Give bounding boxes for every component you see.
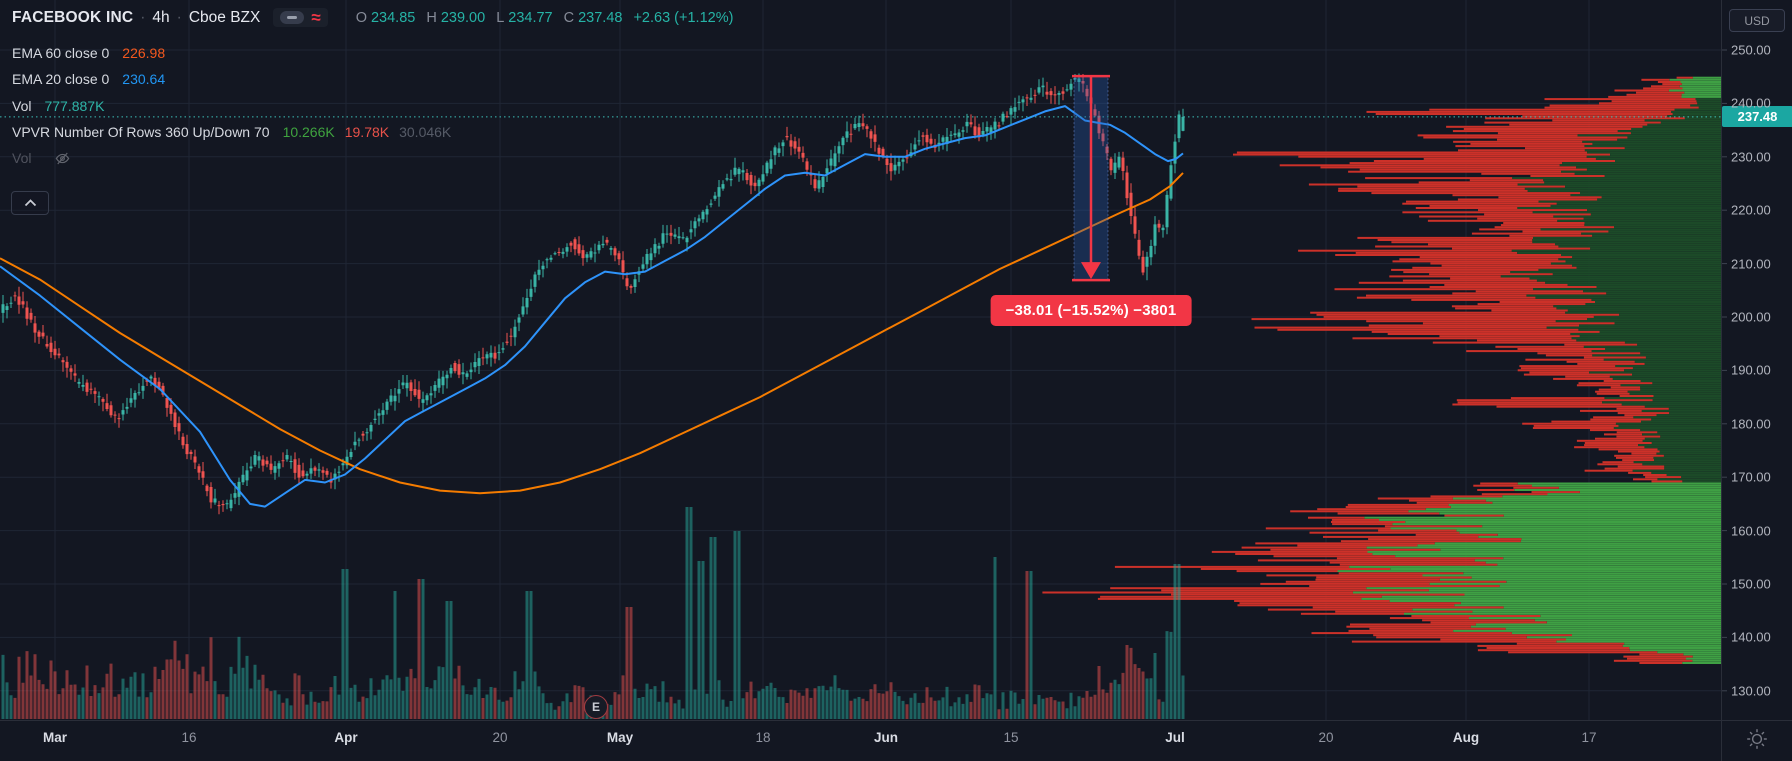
ohlc-readout: O 234.85 H 239.00 L 234.77 C 237.48 +2.6… — [349, 10, 734, 26]
measure-tool — [1072, 74, 1110, 282]
change-value: +2.63 (+1.12%) — [633, 9, 734, 26]
price-tick-label: 170.00 — [1731, 469, 1771, 485]
time-tick-label: Apr — [334, 730, 358, 745]
indicator-row-volume[interactable]: Vol 777.887K — [12, 98, 104, 114]
price-tick-label: 140.00 — [1731, 629, 1771, 645]
earnings-marker-badge[interactable]: E — [584, 695, 608, 719]
eye-hidden-icon[interactable] — [54, 151, 71, 166]
candles-layer — [1, 73, 1185, 515]
exchange[interactable]: Cboe BZX — [188, 8, 261, 26]
volume-value: 777.887K — [44, 98, 105, 114]
low-value: 234.77 — [508, 9, 553, 26]
price-tick-label: 190.00 — [1731, 362, 1771, 378]
hidden-volume-label[interactable]: Vol — [12, 150, 32, 166]
legend-collapse-button[interactable] — [11, 191, 49, 215]
vpvr-down-value: 19.78K — [344, 124, 390, 140]
vpvr-values: 10.266K 19.78K 30.046K — [283, 124, 452, 140]
time-tick-label: Mar — [42, 730, 68, 745]
symbol-row[interactable]: FACEBOOK INC · 4h · Cboe BZX ≈ O 234.85 … — [12, 8, 733, 27]
ema20-value: 230.64 — [122, 71, 166, 87]
vpvr-label[interactable]: VPVR Number Of Rows 360 Up/Down 70 — [12, 124, 270, 140]
indicator-row-vpvr[interactable]: VPVR Number Of Rows 360 Up/Down 70 10.26… — [12, 124, 451, 140]
high-value: 239.00 — [440, 9, 486, 26]
display-settings-button[interactable] — [1743, 725, 1771, 753]
vpvr-up-value: 10.266K — [282, 124, 335, 140]
price-tick-label: 250.00 — [1731, 42, 1771, 58]
price-tick-label: 150.00 — [1731, 576, 1771, 592]
vpvr-layer — [1042, 76, 1721, 664]
indicator-row-ema20[interactable]: EMA 20 close 0 230.64 — [12, 71, 165, 87]
ema20-label[interactable]: EMA 20 close 0 — [12, 71, 110, 87]
price-tick-label: 160.00 — [1731, 523, 1771, 539]
volume-label[interactable]: Vol — [12, 98, 32, 114]
low-label: L — [496, 9, 505, 26]
time-tick-label: 15 — [1003, 730, 1019, 745]
data-status-icons[interactable]: ≈ — [273, 8, 328, 27]
pill-dash-icon — [280, 11, 305, 24]
open-value: 234.85 — [370, 9, 416, 26]
ema60-label[interactable]: EMA 60 close 0 — [12, 45, 110, 61]
ema60-line — [0, 172, 1184, 495]
time-tick-label: 20 — [492, 730, 508, 745]
currency-button[interactable]: USD — [1729, 9, 1785, 32]
axis-corner-divider — [1721, 721, 1722, 761]
price-tick-label: 240.00 — [1731, 95, 1771, 111]
high-label: H — [426, 9, 437, 26]
price-axis[interactable]: USD 237.48 250.00 240.00 230.00 220.00 210.0… — [1721, 0, 1792, 720]
time-tick-label: 17 — [1581, 730, 1597, 745]
time-axis[interactable]: Mar 16 Apr 20 May 18 Jun 15 Jul 20 Aug 17 — [0, 720, 1792, 761]
price-tick-label: 210.00 — [1731, 256, 1771, 272]
vpvr-total-value: 30.046K — [399, 124, 452, 140]
separator-dot: · — [140, 8, 146, 26]
timeframe[interactable]: 4h — [152, 8, 170, 26]
time-tick-label: Jul — [1165, 730, 1185, 745]
price-tick-label: 130.00 — [1731, 683, 1771, 699]
delayed-data-icon: ≈ — [311, 8, 321, 27]
chevron-up-icon — [24, 199, 36, 207]
price-tick-label: 180.00 — [1731, 416, 1771, 432]
sun-icon — [1747, 729, 1767, 749]
time-tick-label: 18 — [755, 730, 771, 745]
open-label: O — [355, 9, 367, 26]
separator-dot: · — [176, 8, 182, 26]
price-tick-label: 230.00 — [1731, 149, 1771, 165]
indicator-row-ema60[interactable]: EMA 60 close 0 226.98 — [12, 45, 165, 61]
volume-down-bars — [13, 571, 1161, 719]
measurement-tooltip[interactable]: −38.01 (−15.52%) −3801 — [990, 295, 1192, 327]
time-tick-label: 20 — [1318, 730, 1334, 745]
price-tick-label: 220.00 — [1731, 202, 1771, 218]
time-tick-label: Aug — [1452, 730, 1480, 745]
close-label: C — [563, 9, 575, 26]
last-price-label: 237.48 — [1722, 106, 1792, 128]
ema60-value: 226.98 — [122, 45, 166, 61]
indicator-row-volume-hidden[interactable]: Vol — [12, 150, 71, 166]
price-tick-label: 200.00 — [1731, 309, 1771, 325]
close-value: 237.48 — [578, 9, 623, 26]
time-tick-label: Jun — [873, 730, 899, 745]
symbol-title[interactable]: FACEBOOK INC — [12, 8, 134, 26]
time-tick-label: 16 — [181, 730, 197, 745]
volume-layer — [1, 507, 1185, 719]
ema20-line — [0, 105, 1184, 508]
time-tick-label: May — [606, 730, 634, 745]
